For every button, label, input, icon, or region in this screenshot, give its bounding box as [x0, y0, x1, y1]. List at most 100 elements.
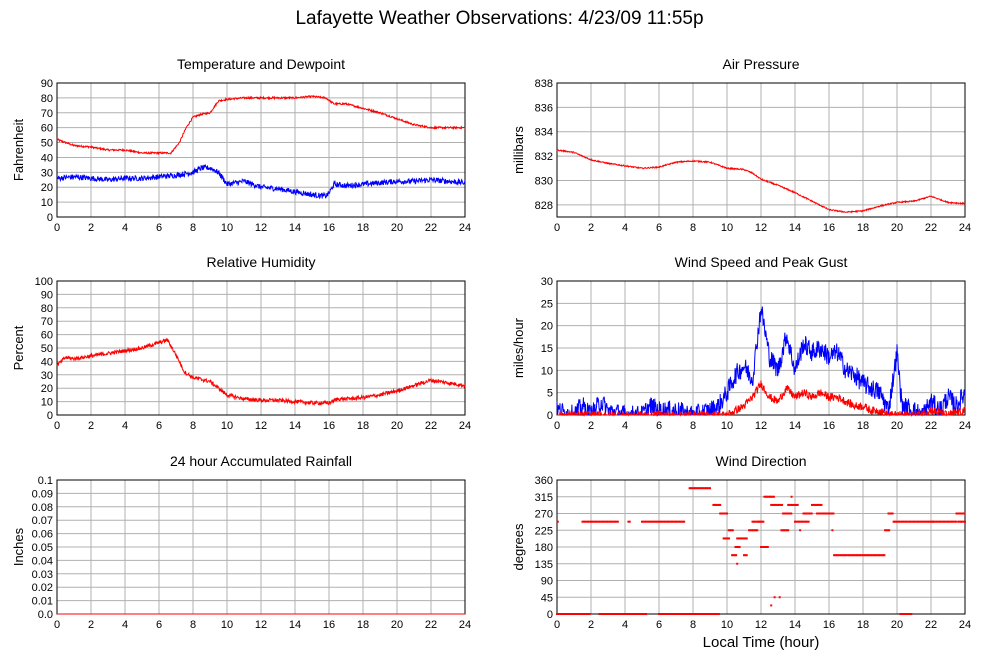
winddir-point — [660, 613, 663, 615]
winddir-y-tick-label: 315 — [535, 492, 553, 504]
winddir-point — [834, 554, 837, 557]
winddir-point — [795, 520, 798, 523]
winddir-point — [686, 613, 689, 615]
winddir-point — [591, 520, 594, 523]
winddir-point — [625, 613, 628, 615]
winddir-point — [848, 554, 851, 557]
wind-x-tick-label: 0 — [554, 420, 560, 432]
winddir-point — [712, 613, 715, 615]
winddir-point — [753, 529, 756, 532]
winddir-x-tick-label: 12 — [755, 619, 767, 631]
winddir-point — [936, 520, 939, 523]
winddir-point — [908, 613, 911, 615]
winddir-point — [692, 613, 694, 615]
winddir-point — [824, 512, 827, 515]
winddir-x-tick-label: 22 — [925, 619, 937, 631]
humidity-x-tick-label: 20 — [391, 420, 403, 432]
winddir-point — [720, 512, 723, 515]
winddir-point — [587, 613, 590, 615]
winddir-point — [821, 512, 824, 515]
winddir-point — [882, 554, 885, 557]
winddir-point — [612, 613, 615, 615]
winddir-point — [598, 613, 601, 615]
winddir-point — [930, 520, 933, 523]
winddir-point — [728, 537, 731, 540]
winddir-point — [672, 613, 675, 615]
winddir-point — [556, 613, 558, 615]
winddir-point — [869, 554, 872, 557]
winddir-point — [849, 554, 852, 557]
pressure-x-tick-label: 24 — [959, 222, 971, 234]
temp-x-tick-label: 8 — [190, 222, 196, 234]
winddir-point — [611, 520, 614, 523]
winddir-point — [614, 613, 617, 615]
winddir-point — [904, 613, 907, 615]
winddir-point — [569, 613, 572, 615]
winddir-point — [694, 613, 697, 615]
humidity-title: Relative Humidity — [207, 254, 316, 270]
wind-series-1-line — [556, 380, 966, 417]
temp-y-tick-label: 20 — [41, 182, 53, 194]
winddir-point — [782, 512, 785, 515]
rain-x-tick-label: 4 — [122, 619, 128, 631]
global-x-axis-label: Local Time (hour) — [702, 634, 820, 651]
winddir-point — [805, 512, 808, 515]
winddir-y-tick-label: 270 — [535, 509, 553, 521]
winddir-point — [771, 503, 774, 506]
winddir-point — [871, 554, 874, 557]
rain-x-tick-label: 14 — [289, 619, 301, 631]
winddir-point — [694, 487, 697, 490]
humidity-y-tick-label: 20 — [41, 383, 53, 395]
winddir-point — [922, 520, 925, 523]
humidity-x-tick-label: 24 — [459, 420, 471, 432]
winddir-point — [816, 512, 819, 515]
winddir-point — [635, 613, 638, 615]
winddir-point — [774, 503, 777, 506]
winddir-point — [766, 495, 769, 498]
winddir-point — [703, 487, 706, 490]
winddir-point — [687, 613, 690, 615]
winddir-point — [884, 529, 887, 532]
winddir-point — [744, 554, 747, 557]
winddir-point — [735, 554, 738, 557]
winddir-point — [956, 512, 959, 515]
winddir-point — [610, 613, 613, 615]
wind-x-tick-label: 16 — [823, 420, 835, 432]
winddir-point — [779, 503, 782, 506]
winddir-point — [780, 529, 783, 532]
winddir-point — [799, 520, 802, 523]
winddir-point — [873, 554, 876, 557]
winddir-point — [716, 613, 719, 615]
winddir-point — [826, 512, 829, 515]
temp-y-tick-label: 80 — [41, 93, 53, 105]
pressure-x-tick-label: 22 — [925, 222, 937, 234]
rain-x-tick-label: 18 — [357, 619, 369, 631]
winddir-point — [926, 520, 929, 523]
winddir-point — [662, 520, 665, 523]
winddir-point — [689, 487, 692, 490]
winddir-point — [810, 512, 813, 515]
temp-series-0-line — [56, 94, 466, 156]
winddir-point — [787, 503, 790, 506]
winddir-point — [581, 520, 584, 523]
winddir-point — [668, 520, 671, 523]
winddir-point — [617, 613, 620, 615]
winddir-point — [657, 520, 660, 523]
winddir-point — [645, 613, 648, 615]
winddir-point — [758, 520, 761, 523]
wind-y-tick-label: 25 — [541, 298, 553, 310]
winddir-point — [696, 613, 699, 615]
winddir-point — [595, 520, 598, 523]
humidity-x-tick-label: 8 — [190, 420, 196, 432]
winddir-point — [807, 520, 810, 523]
winddir-point — [877, 554, 880, 557]
pressure-x-tick-label: 4 — [622, 222, 628, 234]
winddir-point — [733, 554, 736, 557]
wind-x-tick-label: 4 — [622, 420, 628, 432]
winddir-point — [914, 520, 917, 523]
winddir-point — [696, 487, 699, 490]
winddir-point — [673, 520, 676, 523]
rain-y-tick-label: 0.05 — [32, 542, 53, 554]
winddir-point — [646, 520, 649, 523]
rain-y-tick-label: 0.09 — [32, 488, 53, 500]
